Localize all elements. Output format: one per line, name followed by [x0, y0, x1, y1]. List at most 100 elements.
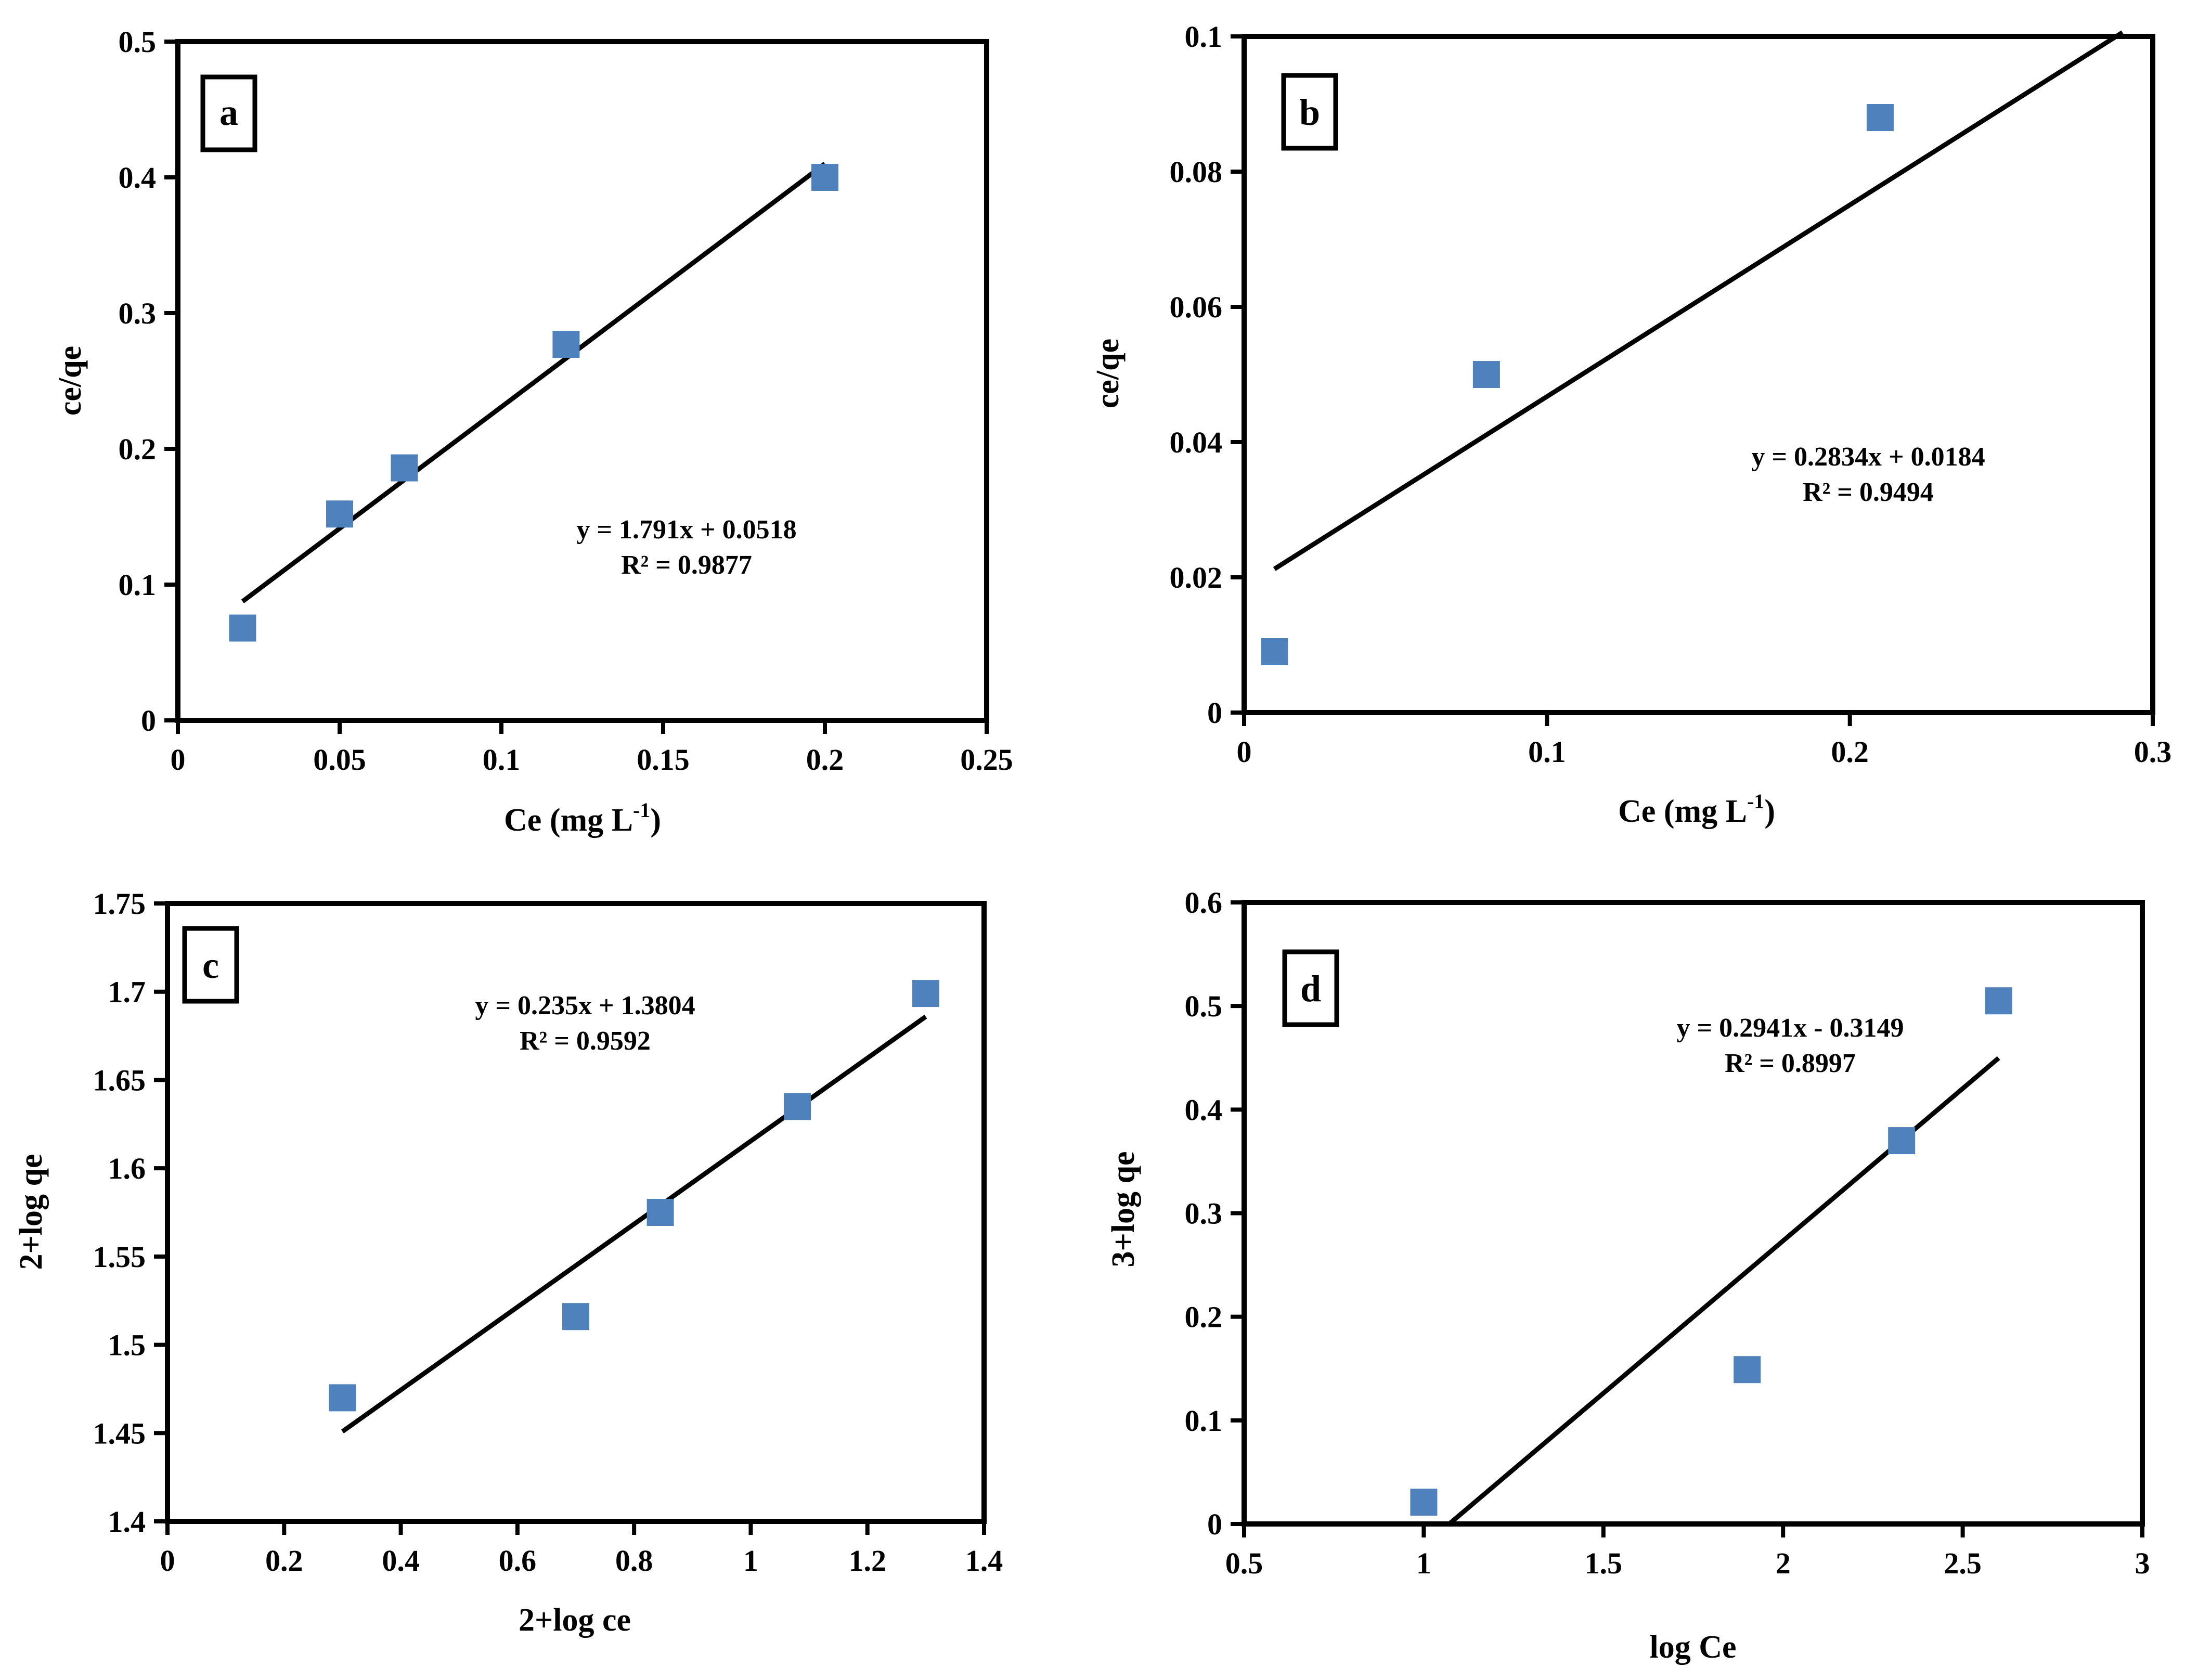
panel-a-x-axis: 0 0.05 0.1 0.15 0.2 0.25	[171, 720, 1013, 777]
panel-b-x-axis-title: Ce (mg L-1)	[1618, 790, 1775, 829]
panel-a-y-tick-label: 0.4	[119, 161, 157, 195]
panel-a-data-point	[391, 454, 418, 482]
panel-d-trendline	[1447, 1056, 2000, 1526]
panel-d-letter-box	[1282, 949, 1339, 1027]
panel-d-x-axis: 0.5 1 1.5 2 2.5 3	[1225, 1524, 2150, 1580]
panel-a-trendline	[241, 162, 826, 603]
panel-d-x-tick-label: 2.5	[1944, 1546, 1982, 1580]
panel-c-data-point	[784, 1093, 811, 1120]
panel-b-r-squared: R² = 0.9494	[1803, 477, 1934, 507]
panel-b-y-axis: 0 0.02 0.04 0.06 0.08 0.1	[1170, 20, 1244, 730]
panel-c-chart: 0 0.2 0.4 0.6 0.8 1 1.2 1.4 1.41.451.51.551.61.…	[14, 887, 1003, 1638]
panel-b-x-tick-label: 0.3	[2134, 735, 2172, 769]
panel-a-x-tick-label: 0.05	[313, 743, 366, 777]
panel-a-r-squared: R² = 0.9877	[621, 550, 752, 580]
panel-a-y-axis-title: ce/qe	[53, 346, 88, 416]
panel-d-x-tick-label: 1.5	[1585, 1546, 1623, 1580]
panel-b-letter: b	[1299, 92, 1320, 133]
panel-d-y-axis: 0 0.1 0.2 0.3 0.4 0.5 0.6	[1185, 886, 1244, 1541]
panel-a-equation: y = 1.791x + 0.0518	[576, 515, 796, 545]
panel-a-chart: 0 0.05 0.1 0.15 0.2 0.25 0 0.1 0.2 0.3 0.4 0.5 a y…	[53, 25, 1013, 838]
panel-b-x-tick-label: 0	[1237, 735, 1252, 769]
panel-c-equation: y = 0.235x + 1.3804	[475, 991, 695, 1020]
panel-a-y-tick-label: 0.5	[119, 25, 157, 59]
panel-b-x-axis: 0 0.1 0.2 0.3	[1237, 713, 2172, 769]
panel-c-data-point	[647, 1199, 674, 1226]
panel-c-x-tick-label: 1.2	[848, 1544, 886, 1578]
panel-a-y-axis: 0 0.1 0.2 0.3 0.4 0.5	[119, 25, 178, 738]
panel-c-x-tick-label: 0.8	[615, 1544, 653, 1578]
panel-b-y-tick-label: 0	[1207, 696, 1222, 730]
panel-a-y-tick-label: 0.2	[119, 432, 157, 466]
panel-d-letter: d	[1300, 968, 1321, 1010]
panel-a-x-axis-title: Ce (mg L-1)	[504, 798, 661, 838]
panel-a-x-tick-label: 0	[171, 743, 186, 777]
panel-b-data-point	[1261, 638, 1288, 665]
panel-c-y-tick-label: 1.7	[108, 975, 146, 1009]
panel-b-x-tick-label: 0.1	[1528, 735, 1566, 769]
panel-d-data-point	[1410, 1489, 1438, 1516]
panel-b-trendline	[1273, 30, 2124, 571]
panel-a-x-tick-label: 0.25	[960, 743, 1013, 777]
panel-d-y-tick-label: 0.2	[1185, 1300, 1223, 1334]
panel-d-y-tick-label: 0	[1207, 1507, 1222, 1541]
panel-b-data-points	[1261, 104, 1894, 665]
panel-d-data-points	[1410, 987, 2012, 1516]
panel-c-y-axis-title: 2+log qe	[14, 1154, 49, 1270]
panel-c-x-tick-label: 0.4	[382, 1544, 420, 1578]
panel-a-data-point	[326, 500, 353, 528]
panel-c-x-tick-label: 1.4	[965, 1544, 1003, 1578]
panel-d-y-axis-title: 3+log qe	[1106, 1151, 1141, 1267]
panel-a-x-tick-label: 0.15	[637, 743, 690, 777]
panel-b-data-point	[1866, 104, 1894, 131]
panel-b-y-tick-label: 0.02	[1170, 561, 1223, 595]
panel-d-chart: 0.5 1 1.5 2 2.5 3 0 0.1 0.2 0.3 0.4 0.5 0.6 d y = 0…	[1106, 886, 2150, 1665]
panel-c-x-axis: 0 0.2 0.4 0.6 0.8 1 1.2 1.4	[160, 1521, 1003, 1578]
panel-d-y-tick-label: 0.4	[1185, 1093, 1223, 1127]
panel-c-y-tick-label: 1.45	[93, 1416, 146, 1450]
panel-d-x-tick-label: 0.5	[1225, 1546, 1263, 1580]
panel-d-data-point	[1734, 1356, 1761, 1384]
panel-b-plot-frame	[1242, 34, 2155, 715]
panel-c-y-tick-label: 1.5	[108, 1328, 146, 1362]
panel-d-x-tick-label: 1	[1416, 1546, 1431, 1580]
panel-a-data-point	[811, 164, 838, 191]
panel-a-data-points	[229, 164, 838, 642]
panel-c-data-point	[329, 1384, 356, 1412]
panel-d-x-tick-label: 3	[2135, 1546, 2150, 1580]
panel-d-y-tick-label: 0.1	[1185, 1404, 1223, 1438]
panel-b-equation: y = 0.2834x + 0.0184	[1751, 442, 1985, 472]
panel-d-x-axis-title: log Ce	[1649, 1630, 1736, 1665]
panel-b-chart: 0 0.1 0.2 0.3 0 0.02 0.04 0.06 0.08 0.1 b y = 0.…	[1090, 20, 2171, 829]
panel-d-x-tick-label: 2	[1776, 1546, 1791, 1580]
panel-c-data-point	[912, 980, 939, 1007]
panel-c-x-tick-label: 1	[743, 1544, 758, 1578]
panel-a-y-tick-label: 0.3	[119, 296, 157, 330]
panel-a-y-tick-label: 0.1	[119, 568, 157, 602]
panel-d-equation: y = 0.2941x - 0.3149	[1677, 1013, 1904, 1043]
panel-c-y-axis: 1.4 1.45 1.5 1.55 1.6 1.65 1.7 1.75	[93, 887, 167, 1539]
panel-c-y-tick-label: 1.6	[108, 1152, 146, 1185]
panel-c-x-axis-title: 2+log ce	[519, 1603, 631, 1638]
panel-b-letter-box	[1281, 73, 1338, 151]
panel-c-x-tick-label: 0.6	[499, 1544, 537, 1578]
panel-a-data-point	[229, 614, 256, 642]
panel-d-y-tick-label: 0.3	[1185, 1197, 1223, 1231]
panel-d-y-tick-label: 0.5	[1185, 989, 1223, 1023]
panel-a-y-tick-label: 0	[141, 704, 156, 738]
panel-b-x-tick-label: 0.2	[1831, 735, 1869, 769]
panel-c-plot-frame	[165, 901, 987, 1524]
panel-a-plot-frame	[175, 39, 989, 723]
panel-c-letter: c	[202, 945, 219, 986]
panel-c-data-point	[562, 1303, 589, 1330]
panel-c-x-tick-label: 0	[160, 1544, 175, 1578]
panel-b-y-tick-label: 0.1	[1185, 20, 1223, 54]
panel-a-letter: a	[219, 92, 238, 133]
panel-b-y-tick-label: 0.04	[1170, 425, 1223, 459]
panel-c-y-tick-label: 1.65	[93, 1063, 146, 1097]
panel-d-y-tick-label: 0.6	[1185, 886, 1223, 920]
panel-b-y-tick-label: 0.08	[1170, 155, 1223, 189]
panel-d-r-squared: R² = 0.8997	[1725, 1049, 1856, 1078]
panel-c-y-tick-label: 1.4	[108, 1505, 146, 1539]
